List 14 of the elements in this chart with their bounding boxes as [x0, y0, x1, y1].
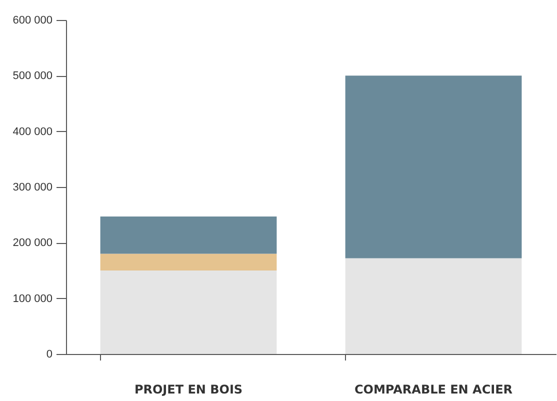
y-tick-label: 300 000: [12, 182, 52, 194]
bar: [345, 76, 522, 258]
y-tick-label: 0: [46, 348, 52, 360]
bar: [100, 270, 277, 354]
bar: [345, 258, 522, 354]
y-tick-label: 200 000: [12, 237, 52, 250]
y-tick-label: 100 000: [12, 292, 52, 305]
x-tick-label: COMPARABLE EN ACIER: [354, 382, 513, 396]
bar: [100, 254, 277, 270]
bar: [100, 216, 277, 254]
y-tick-label: 400 000: [12, 126, 52, 138]
x-tick-label: PROJET EN BOIS: [134, 382, 243, 396]
y-tick-label: 600 000: [12, 14, 52, 26]
y-tick-label: 500 000: [12, 70, 52, 82]
